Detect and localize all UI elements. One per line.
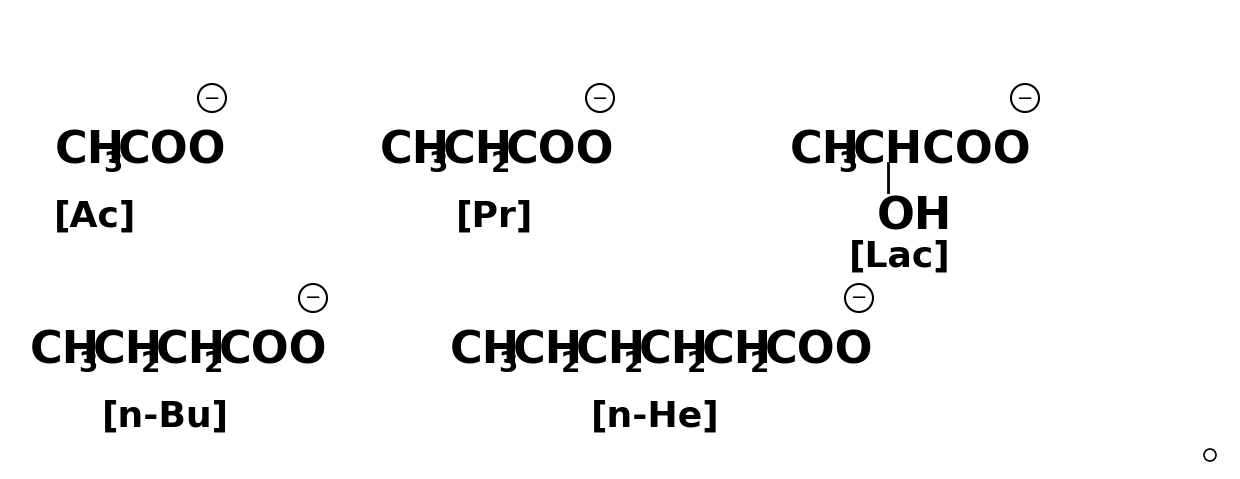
Text: 3: 3 [838,150,857,178]
Text: 2: 2 [491,150,511,178]
Text: [n-Bu]: [n-Bu] [102,400,228,434]
Text: −: − [305,288,321,308]
Text: COO: COO [118,130,227,173]
Text: 2: 2 [687,350,707,378]
Text: 2: 2 [750,350,769,378]
Text: CH: CH [379,130,450,173]
Text: COO: COO [219,330,327,373]
Text: 2: 2 [205,350,223,378]
Text: 2: 2 [141,350,160,378]
Text: 3: 3 [78,350,98,378]
Text: CH: CH [55,130,125,173]
Text: COO: COO [765,330,873,373]
Text: [n-He]: [n-He] [590,400,719,434]
Text: 3: 3 [498,350,517,378]
Text: 2: 2 [624,350,644,378]
Text: CH: CH [450,330,520,373]
Text: CH: CH [577,330,646,373]
Text: CH: CH [93,330,164,373]
Text: COO: COO [506,130,615,173]
Text: −: − [1017,89,1033,107]
Text: CH: CH [513,330,583,373]
Text: CHCOO: CHCOO [853,130,1032,173]
Text: CH: CH [443,130,513,173]
Text: CH: CH [702,330,773,373]
Text: [Pr]: [Pr] [456,200,533,234]
Text: CH: CH [156,330,226,373]
Text: 3: 3 [428,150,448,178]
Text: −: − [203,89,221,107]
Text: OH: OH [877,195,952,238]
Text: CH: CH [790,130,861,173]
Text: −: − [851,288,867,308]
Text: CH: CH [639,330,709,373]
Text: CH: CH [30,330,100,373]
Text: −: − [591,89,608,107]
Text: 2: 2 [560,350,580,378]
Text: 3: 3 [103,150,123,178]
Text: [Lac]: [Lac] [849,240,951,274]
Text: [Ac]: [Ac] [53,200,136,234]
